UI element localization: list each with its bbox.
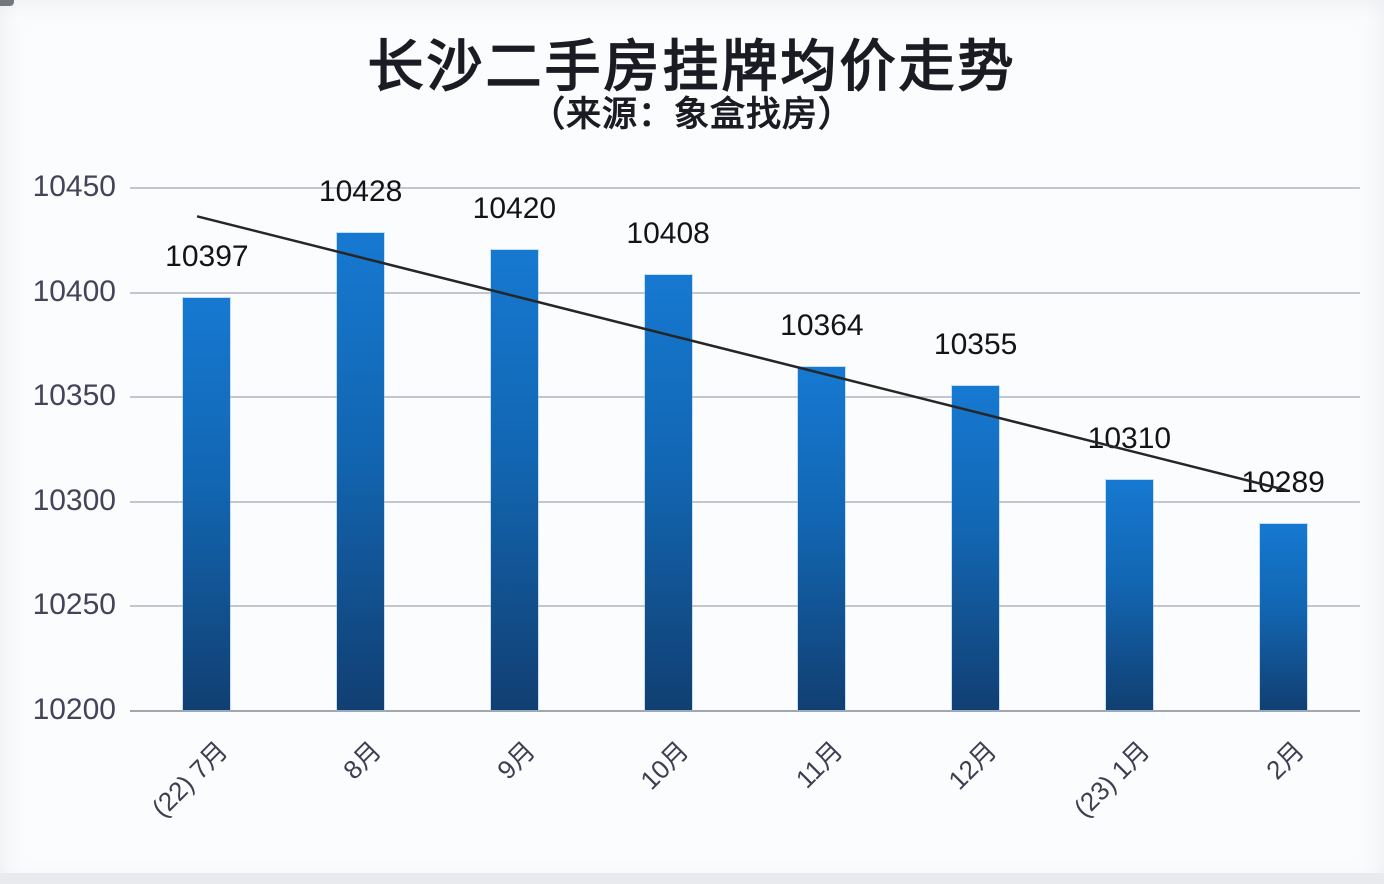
bar-12月 bbox=[952, 385, 1000, 710]
gridline-10250 bbox=[130, 605, 1360, 608]
chart-title: 长沙二手房挂牌均价走势 bbox=[367, 35, 1017, 98]
corner-artifact bbox=[0, 0, 14, 6]
gridline-10450 bbox=[130, 187, 1360, 189]
bar-2月 bbox=[1259, 523, 1307, 710]
bar-value-label: 10420 bbox=[472, 191, 557, 225]
x-axis-tick-label: (23) 1月 bbox=[1068, 735, 1156, 823]
bar-10月 bbox=[644, 274, 692, 710]
x-axis-tick-label: 10月 bbox=[634, 735, 695, 796]
x-axis-tick-label: 8月 bbox=[337, 735, 388, 786]
chart-subtitle: （来源：象盒找房） bbox=[529, 95, 854, 134]
x-axis-tick-label: 11月 bbox=[789, 735, 849, 794]
bar-11月 bbox=[798, 366, 846, 710]
bar-8月 bbox=[337, 233, 385, 710]
x-axis-tick-label: 2月 bbox=[1259, 735, 1310, 786]
bottom-edge-strip bbox=[0, 873, 1384, 884]
bar-value-label: 10355 bbox=[933, 327, 1018, 361]
x-axis-tick-label: (22) 7月 bbox=[145, 735, 234, 823]
bar-(22) 7月 bbox=[183, 297, 231, 710]
x-axis-tick-label: 9月 bbox=[491, 735, 541, 786]
bar-value-label: 10428 bbox=[318, 175, 403, 209]
bar-(23) 1月 bbox=[1105, 479, 1153, 710]
gridline-10350 bbox=[130, 396, 1360, 399]
bar-9月 bbox=[490, 249, 538, 710]
gridline-10400 bbox=[130, 291, 1360, 294]
plot-area: 10397 10428 10420 10408 10364 10355 10310 10289 bbox=[130, 177, 1360, 712]
bar-value-label: 10289 bbox=[1241, 465, 1325, 499]
y-axis-tick-label: 10350 bbox=[32, 379, 116, 413]
bar-value-label: 10408 bbox=[626, 216, 710, 250]
bar-value-label: 10397 bbox=[165, 239, 249, 273]
x-axis-tick-label: 12月 bbox=[942, 735, 1003, 796]
y-axis-tick-label: 10300 bbox=[32, 483, 116, 517]
gridline-10200 bbox=[130, 710, 1360, 712]
y-axis-tick-label: 10250 bbox=[32, 588, 116, 622]
bar-value-label: 10364 bbox=[780, 308, 864, 342]
bar-value-label: 10310 bbox=[1087, 421, 1172, 455]
y-axis-tick-label: 10450 bbox=[32, 170, 116, 203]
y-axis-tick-label: 10200 bbox=[32, 693, 116, 726]
y-axis-tick-label: 10400 bbox=[32, 274, 116, 308]
gridline-10300 bbox=[130, 500, 1360, 503]
